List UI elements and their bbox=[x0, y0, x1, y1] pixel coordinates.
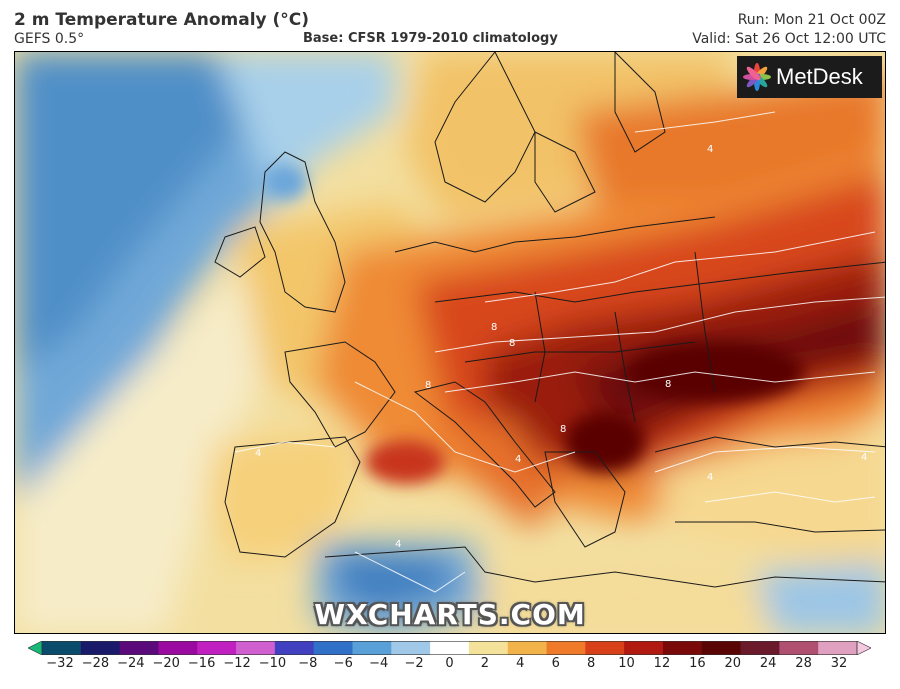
contour-label: 4 bbox=[395, 539, 401, 550]
scale-segment bbox=[274, 641, 315, 655]
contour-label: 4 bbox=[255, 448, 261, 459]
scale-tick-label: −6 bbox=[333, 656, 353, 671]
scale-tick-label: −16 bbox=[187, 656, 216, 671]
contour-label: 8 bbox=[665, 379, 671, 390]
run-time-label: Run: Mon 21 Oct 00Z bbox=[737, 12, 886, 28]
scale-segment bbox=[313, 641, 353, 655]
scale-min-arrow bbox=[28, 641, 43, 655]
scale-tick-label: 6 bbox=[551, 656, 560, 671]
contour-label: 8 bbox=[425, 380, 431, 391]
scale-segment bbox=[42, 641, 82, 655]
anomaly-field: 4 4 8 8 8 8 8 4 4 4 4 bbox=[15, 52, 885, 633]
scale-segment bbox=[468, 641, 509, 655]
scale-segment bbox=[740, 641, 780, 655]
anomaly-map: 4 4 8 8 8 8 8 4 4 4 4 bbox=[14, 51, 886, 634]
scale-segment bbox=[80, 641, 121, 655]
scale-tick-label: 20 bbox=[724, 656, 742, 671]
contour-label: 4 bbox=[707, 144, 713, 155]
scale-segment bbox=[507, 641, 548, 655]
chart-title: 2 m Temperature Anomaly (°C) bbox=[14, 10, 310, 30]
scale-segment bbox=[585, 641, 625, 655]
model-label: GEFS 0.5° bbox=[14, 31, 85, 47]
scale-tick-label: −20 bbox=[152, 656, 180, 671]
scale-segment bbox=[158, 641, 198, 655]
scale-tick-label: 16 bbox=[689, 656, 706, 671]
scale-tick-label: −8 bbox=[298, 656, 318, 671]
scale-tick-label: 24 bbox=[759, 656, 777, 671]
scale-segment bbox=[119, 641, 159, 655]
scale-tick-label: −4 bbox=[369, 656, 389, 671]
scale-segment bbox=[546, 641, 586, 655]
scale-segment bbox=[662, 641, 703, 655]
scale-segment bbox=[197, 641, 237, 655]
scale-tick-label: −12 bbox=[223, 656, 251, 671]
scale-tick-label: −24 bbox=[117, 656, 145, 671]
scale-segment bbox=[352, 641, 392, 655]
scale-tick-label: 4 bbox=[516, 656, 525, 671]
scale-tick-label: −2 bbox=[404, 656, 424, 671]
scale-tick-label: 28 bbox=[795, 656, 812, 671]
scale-tick-label: −32 bbox=[46, 656, 74, 671]
scale-tick-label: 12 bbox=[653, 656, 671, 671]
scale-tick-label: −10 bbox=[258, 656, 287, 671]
contour-label: 4 bbox=[515, 454, 521, 465]
scale-segment bbox=[236, 641, 276, 655]
scale-segment bbox=[624, 641, 664, 655]
scale-tick-label: 10 bbox=[618, 656, 635, 671]
scale-segment bbox=[430, 641, 470, 655]
scale-segment bbox=[701, 641, 742, 655]
scale-tick-label: 32 bbox=[830, 656, 848, 671]
contour-label: 4 bbox=[707, 472, 713, 483]
scale-segment bbox=[779, 641, 819, 655]
contour-label: 8 bbox=[560, 424, 566, 435]
climatology-base-label: Base: CFSR 1979-2010 climatology bbox=[303, 31, 558, 46]
scale-max-arrow bbox=[856, 641, 871, 655]
valid-time-label: Valid: Sat 26 Oct 12:00 UTC bbox=[692, 31, 886, 47]
wxcharts-watermark: WXCHARTS.COM bbox=[314, 598, 586, 631]
scale-tick-label: 8 bbox=[586, 656, 596, 671]
metdesk-flower-icon bbox=[743, 63, 771, 91]
contour-label: 8 bbox=[509, 338, 515, 349]
color-scale-bar bbox=[28, 641, 871, 655]
metdesk-logo: MetDesk bbox=[737, 56, 882, 98]
scale-tick-label: −28 bbox=[81, 656, 110, 671]
scale-segment bbox=[818, 641, 858, 655]
scale-tick-label: 2 bbox=[480, 656, 490, 671]
scale-segment bbox=[391, 641, 431, 655]
contour-label: 4 bbox=[861, 452, 867, 463]
metdesk-logo-text: MetDesk bbox=[776, 64, 863, 89]
coastlines bbox=[214, 52, 885, 588]
contour-lines bbox=[234, 111, 885, 593]
contour-label: 8 bbox=[491, 322, 497, 333]
scale-tick-label: 0 bbox=[445, 656, 454, 671]
color-scale-ticks: −32 −28 −24 −20 −16 −12 −10 −8 −6 −4 −2 0 2 4 6 8 10 12 16… bbox=[0, 656, 900, 678]
